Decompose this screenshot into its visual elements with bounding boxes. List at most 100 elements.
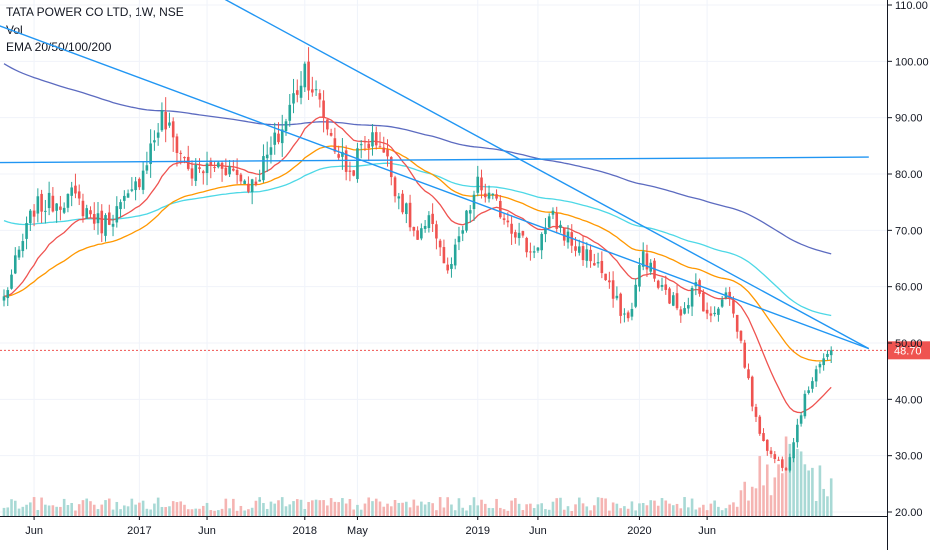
volume-bar: [183, 504, 186, 516]
candle-body: [465, 210, 468, 231]
volume-bar: [243, 510, 246, 516]
ema-indicator-label[interactable]: EMA 20/50/100/200: [6, 40, 112, 54]
volume-bar: [777, 464, 780, 516]
candle-body: [81, 200, 85, 217]
volume-bar: [615, 503, 619, 516]
volume-bar: [589, 510, 592, 516]
candle-body: [574, 246, 577, 251]
volume-bar: [89, 501, 92, 516]
candle-body: [107, 212, 111, 225]
volume-bar: [713, 500, 716, 516]
candle-body: [401, 193, 404, 213]
trend-line[interactable]: [0, 16, 870, 350]
volume-bar: [728, 504, 731, 516]
volume-bar: [641, 502, 645, 516]
volume-bar: [228, 508, 231, 516]
candle-body: [322, 100, 325, 118]
volume-bar: [416, 505, 419, 516]
trend-line[interactable]: [0, 156, 869, 164]
price-tick-label: 100.00: [895, 56, 929, 68]
candle-body: [690, 287, 694, 307]
volume-bar: [461, 507, 465, 516]
candle-body: [811, 381, 814, 389]
volume-bar: [720, 510, 724, 516]
candle-body: [17, 249, 21, 258]
volume-bar: [420, 501, 423, 516]
candle-body: [389, 157, 393, 178]
volume-bar: [333, 501, 337, 516]
volume-bar: [213, 510, 216, 516]
volume-bar: [59, 506, 62, 516]
candle-body: [141, 170, 145, 190]
price-tick-label: 60.00: [895, 282, 923, 294]
candle-body: [611, 280, 615, 299]
trend-line[interactable]: [215, 0, 870, 350]
candle-body: [702, 292, 705, 312]
volume-bar: [754, 488, 758, 516]
volume-bar: [81, 500, 85, 516]
candle-body: [179, 152, 183, 154]
candle-body: [476, 176, 480, 193]
candle-body: [119, 202, 122, 210]
volume-bar: [562, 509, 566, 516]
volume-bar: [314, 499, 318, 516]
candle-body: [619, 293, 622, 316]
candle-body: [623, 313, 626, 315]
candle-body: [668, 288, 671, 304]
candle-body: [435, 224, 438, 239]
trend-lines[interactable]: [0, 0, 870, 350]
volume-bar: [532, 508, 536, 516]
volume-bar: [600, 497, 604, 516]
volume-bar: [356, 504, 359, 516]
volume-bar: [799, 451, 803, 516]
volume-bar: [160, 506, 164, 516]
volume-bar: [585, 506, 589, 516]
candle-body: [555, 212, 559, 229]
volume-bar: [826, 496, 829, 516]
candle-body: [329, 133, 333, 136]
volume-bar: [792, 457, 795, 516]
candle-body: [318, 93, 322, 100]
candle-body: [517, 232, 521, 239]
candle-body: [74, 185, 77, 194]
candle-body: [814, 369, 818, 382]
volume-bar: [126, 506, 130, 516]
candle-body: [295, 90, 299, 95]
volume-bar: [341, 498, 344, 516]
candle-body: [10, 274, 13, 289]
candle-body: [250, 179, 254, 193]
volume-bar: [186, 509, 190, 516]
volume-bar: [40, 497, 43, 516]
candle-body: [62, 207, 66, 213]
candle-body: [457, 236, 461, 243]
candle-body: [799, 415, 803, 424]
candle-body: [265, 154, 269, 159]
volume-bar: [431, 503, 434, 516]
candle-body: [608, 280, 611, 283]
volume-bars: [2, 436, 833, 516]
price-tick-label: 50.00: [895, 338, 923, 350]
candle-body: [544, 227, 547, 235]
candle-body: [514, 232, 517, 238]
candle-body: [645, 253, 649, 270]
volume-bar: [217, 510, 220, 516]
volume-bar: [596, 497, 600, 516]
candle-body: [168, 122, 171, 126]
volume-bar: [36, 509, 40, 516]
volume-bar: [284, 506, 288, 516]
volume-bar: [506, 510, 510, 516]
candle-body: [382, 147, 386, 153]
volume-bar: [141, 500, 145, 516]
volume-bar: [427, 502, 431, 516]
candle-body: [160, 110, 164, 131]
candle-body: [32, 210, 36, 217]
volume-bar: [397, 502, 401, 516]
volume-bar: [491, 508, 495, 516]
volume-bar: [574, 504, 577, 516]
candle-body: [510, 223, 513, 234]
candle-body: [762, 433, 765, 442]
candle-body: [698, 280, 701, 294]
candle-body: [239, 174, 243, 182]
volume-bar: [85, 498, 89, 516]
